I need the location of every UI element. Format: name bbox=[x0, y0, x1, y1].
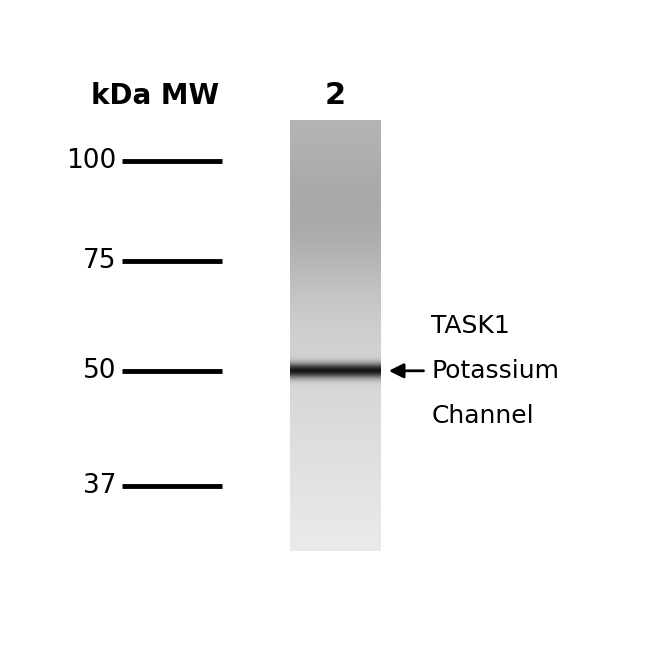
Text: 2: 2 bbox=[325, 81, 346, 110]
Text: kDa MW: kDa MW bbox=[91, 81, 220, 109]
Text: 37: 37 bbox=[83, 473, 116, 499]
Text: Channel: Channel bbox=[432, 404, 534, 428]
Text: TASK1: TASK1 bbox=[432, 314, 510, 338]
Text: 50: 50 bbox=[83, 358, 116, 384]
Text: 75: 75 bbox=[83, 248, 116, 274]
Text: 100: 100 bbox=[66, 148, 116, 174]
Text: Potassium: Potassium bbox=[432, 359, 560, 383]
